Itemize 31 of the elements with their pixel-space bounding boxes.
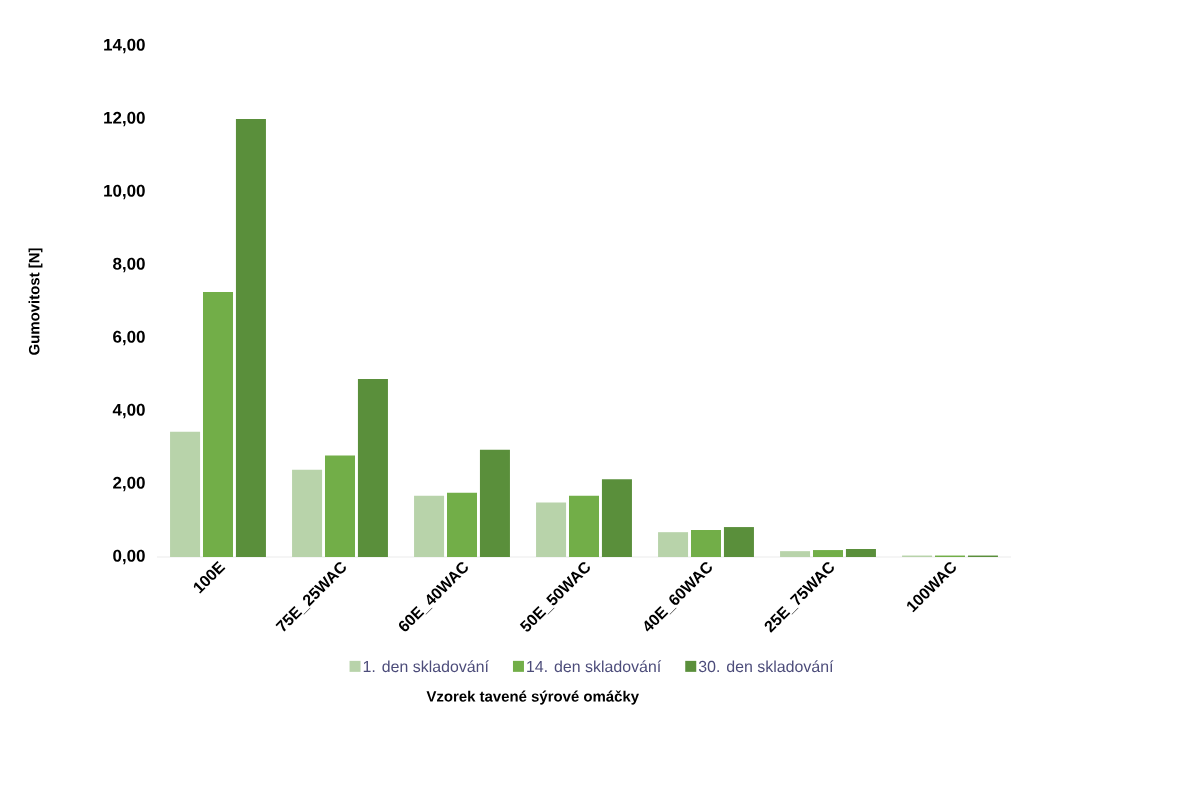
bar: [813, 550, 844, 557]
bar: [845, 548, 876, 557]
bar: [203, 292, 234, 557]
bar: [601, 479, 632, 557]
bar: [292, 469, 323, 557]
bar: [235, 118, 266, 557]
y-tick-label: 2,00: [113, 476, 145, 492]
bar: [780, 551, 811, 557]
bar: [723, 527, 754, 557]
bar: [536, 502, 567, 557]
bar: [170, 431, 201, 557]
y-tick-label: 4,00: [112, 403, 145, 419]
bar: [325, 455, 356, 557]
y-tick-label: 0,00: [113, 549, 145, 565]
bar: [658, 532, 689, 557]
y-axis-title: Gumovitost [N]: [28, 248, 43, 355]
bar: [414, 495, 445, 557]
y-tick-label: 8,00: [113, 257, 145, 273]
y-tick-label: 14,00: [104, 38, 145, 54]
bar: [691, 529, 722, 557]
bar: [447, 492, 478, 557]
y-tick-label: 6,00: [113, 330, 145, 346]
legend-label: 30. den skladování: [698, 660, 834, 673]
legend-label: 14. den skladování: [527, 660, 662, 673]
bar: [479, 449, 510, 557]
x-axis-title: Vzorek tavené sýrové omáčky: [426, 690, 639, 705]
bar: [569, 495, 600, 557]
y-tick-label: 10,00: [104, 184, 145, 200]
bar: [357, 378, 388, 557]
y-tick-label: 12,00: [104, 111, 145, 127]
legend-label: 1. den skladování: [363, 660, 489, 673]
